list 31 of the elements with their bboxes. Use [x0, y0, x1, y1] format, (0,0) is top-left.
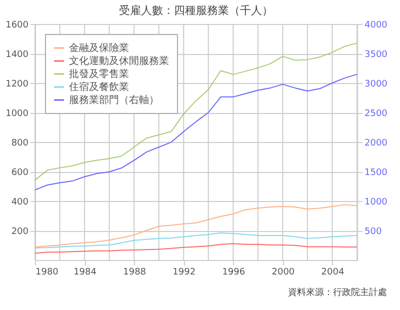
y-tick-label: 600 [11, 168, 29, 178]
x-tick-label: 1992 [172, 268, 196, 278]
y2-tick-label: 4000 [364, 20, 388, 30]
y-tick-label: 1000 [6, 109, 29, 119]
x-tick-label: 1980 [36, 268, 59, 278]
legend-label: 住宿及餐飲業 [69, 81, 129, 93]
legend-label: 批發及零售業 [69, 68, 129, 80]
y-tick-label: 1200 [6, 80, 29, 90]
x-tick-label: 1996 [222, 268, 246, 278]
y-tick-label: 800 [11, 138, 29, 148]
y2-tick-label: 3000 [364, 80, 388, 90]
y-tick-label: 200 [11, 227, 29, 237]
source-note: 資料來源：行政院主計處 [288, 287, 387, 298]
y2-tick-label: 1000 [364, 198, 388, 208]
legend-label: 服務業部門（右軸） [69, 94, 159, 106]
y2-tick-label: 3500 [364, 50, 388, 60]
legend-label: 金融及保險業 [69, 42, 129, 54]
y-tick-label: 400 [11, 198, 29, 208]
y2-tick-label: 500 [364, 227, 382, 237]
y2-tick-label: 2000 [364, 138, 388, 148]
y-tick-label: 1600 [6, 20, 29, 30]
y-tick-label: 1400 [6, 50, 29, 60]
line-series [34, 243, 358, 254]
x-tick-label: 1984 [74, 268, 97, 278]
y2-tick-label: 1500 [364, 168, 388, 178]
x-tick-label: 1988 [123, 268, 146, 278]
legend-label: 文化運動及休閒服務業 [69, 55, 169, 67]
y2-tick-label: 2500 [364, 109, 388, 119]
x-tick-label: 2004 [321, 268, 344, 278]
x-tick-label: 2000 [272, 268, 295, 278]
chart-title: 受雇人數：四種服務業（千人） [119, 4, 273, 17]
